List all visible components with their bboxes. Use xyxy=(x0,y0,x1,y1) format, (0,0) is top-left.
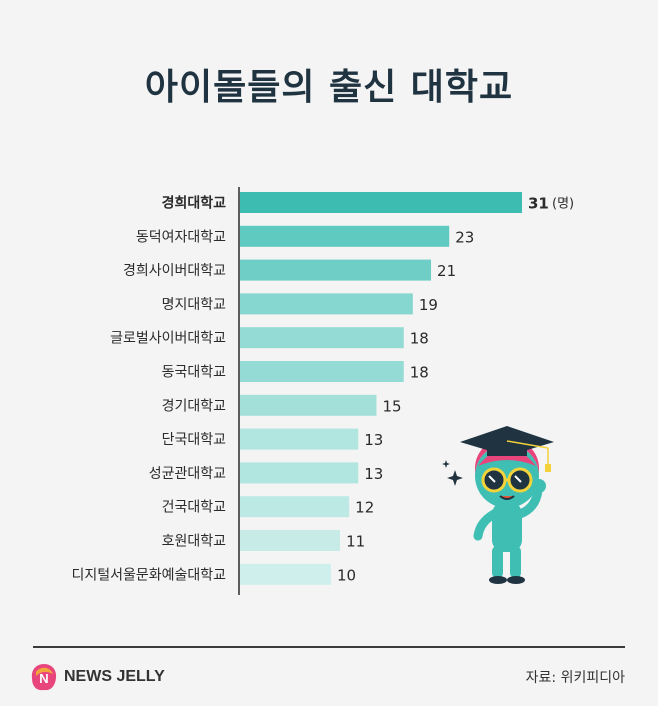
value-label: 12 xyxy=(355,499,374,517)
value-label: 10 xyxy=(337,566,356,584)
category-label: 디지털서울문화예술대학교 xyxy=(71,567,226,583)
category-label: 동덕여자대학교 xyxy=(136,229,226,245)
value-label: 19 xyxy=(419,296,438,314)
bar xyxy=(240,394,377,416)
category-label: 경희대학교 xyxy=(162,195,227,212)
unit-label: (명) xyxy=(552,197,574,212)
category-label: 성균관대학교 xyxy=(149,466,226,482)
category-label: 명지대학교 xyxy=(162,297,227,313)
graduate-mascot-illustration xyxy=(440,410,570,594)
category-label: 경기대학교 xyxy=(162,398,227,414)
category-label: 호원대학교 xyxy=(162,534,227,550)
jelly-logo-icon: N xyxy=(31,664,57,691)
footer-divider xyxy=(33,646,625,648)
bar-chart: 경희대학교 31 (명) 동덕여자대학교 23 경희사이버대학교 21 명지대학교 19 글로벌사… xyxy=(71,187,574,595)
value-label: 13 xyxy=(364,465,383,483)
value-label: 18 xyxy=(410,330,429,348)
value-label: 31 xyxy=(528,195,549,213)
chart-title: 아이돌들의 출신 대학교 xyxy=(144,67,514,108)
category-label: 글로벌사이버대학교 xyxy=(110,331,226,347)
sparkle-icon xyxy=(447,470,463,486)
category-label: 건국대학교 xyxy=(162,500,227,516)
value-label: 11 xyxy=(346,533,365,551)
bar xyxy=(240,361,404,382)
bar xyxy=(240,428,359,450)
category-label: 단국대학교 xyxy=(162,432,227,448)
logo-text: NEWS JELLY xyxy=(64,668,165,685)
category-label: 동국대학교 xyxy=(162,365,227,381)
value-label: 23 xyxy=(455,228,474,246)
bar xyxy=(240,259,432,281)
news-jelly-logo: N NEWS JELLY xyxy=(30,662,165,692)
bar xyxy=(240,327,404,349)
value-label: 13 xyxy=(364,431,383,449)
bar xyxy=(240,496,350,518)
bar xyxy=(240,192,522,213)
value-label: 21 xyxy=(437,262,456,280)
value-label: 15 xyxy=(382,397,401,415)
bar xyxy=(240,530,341,551)
bar xyxy=(240,293,413,315)
sparkle-small-icon xyxy=(442,460,450,468)
source-note: 자료: 위키피디아 xyxy=(525,670,625,686)
svg-text:N: N xyxy=(39,671,48,686)
bar xyxy=(240,225,450,247)
category-label: 경희사이버대학교 xyxy=(123,263,226,279)
bar xyxy=(240,462,359,484)
bar xyxy=(240,563,331,585)
value-label: 18 xyxy=(410,364,429,382)
